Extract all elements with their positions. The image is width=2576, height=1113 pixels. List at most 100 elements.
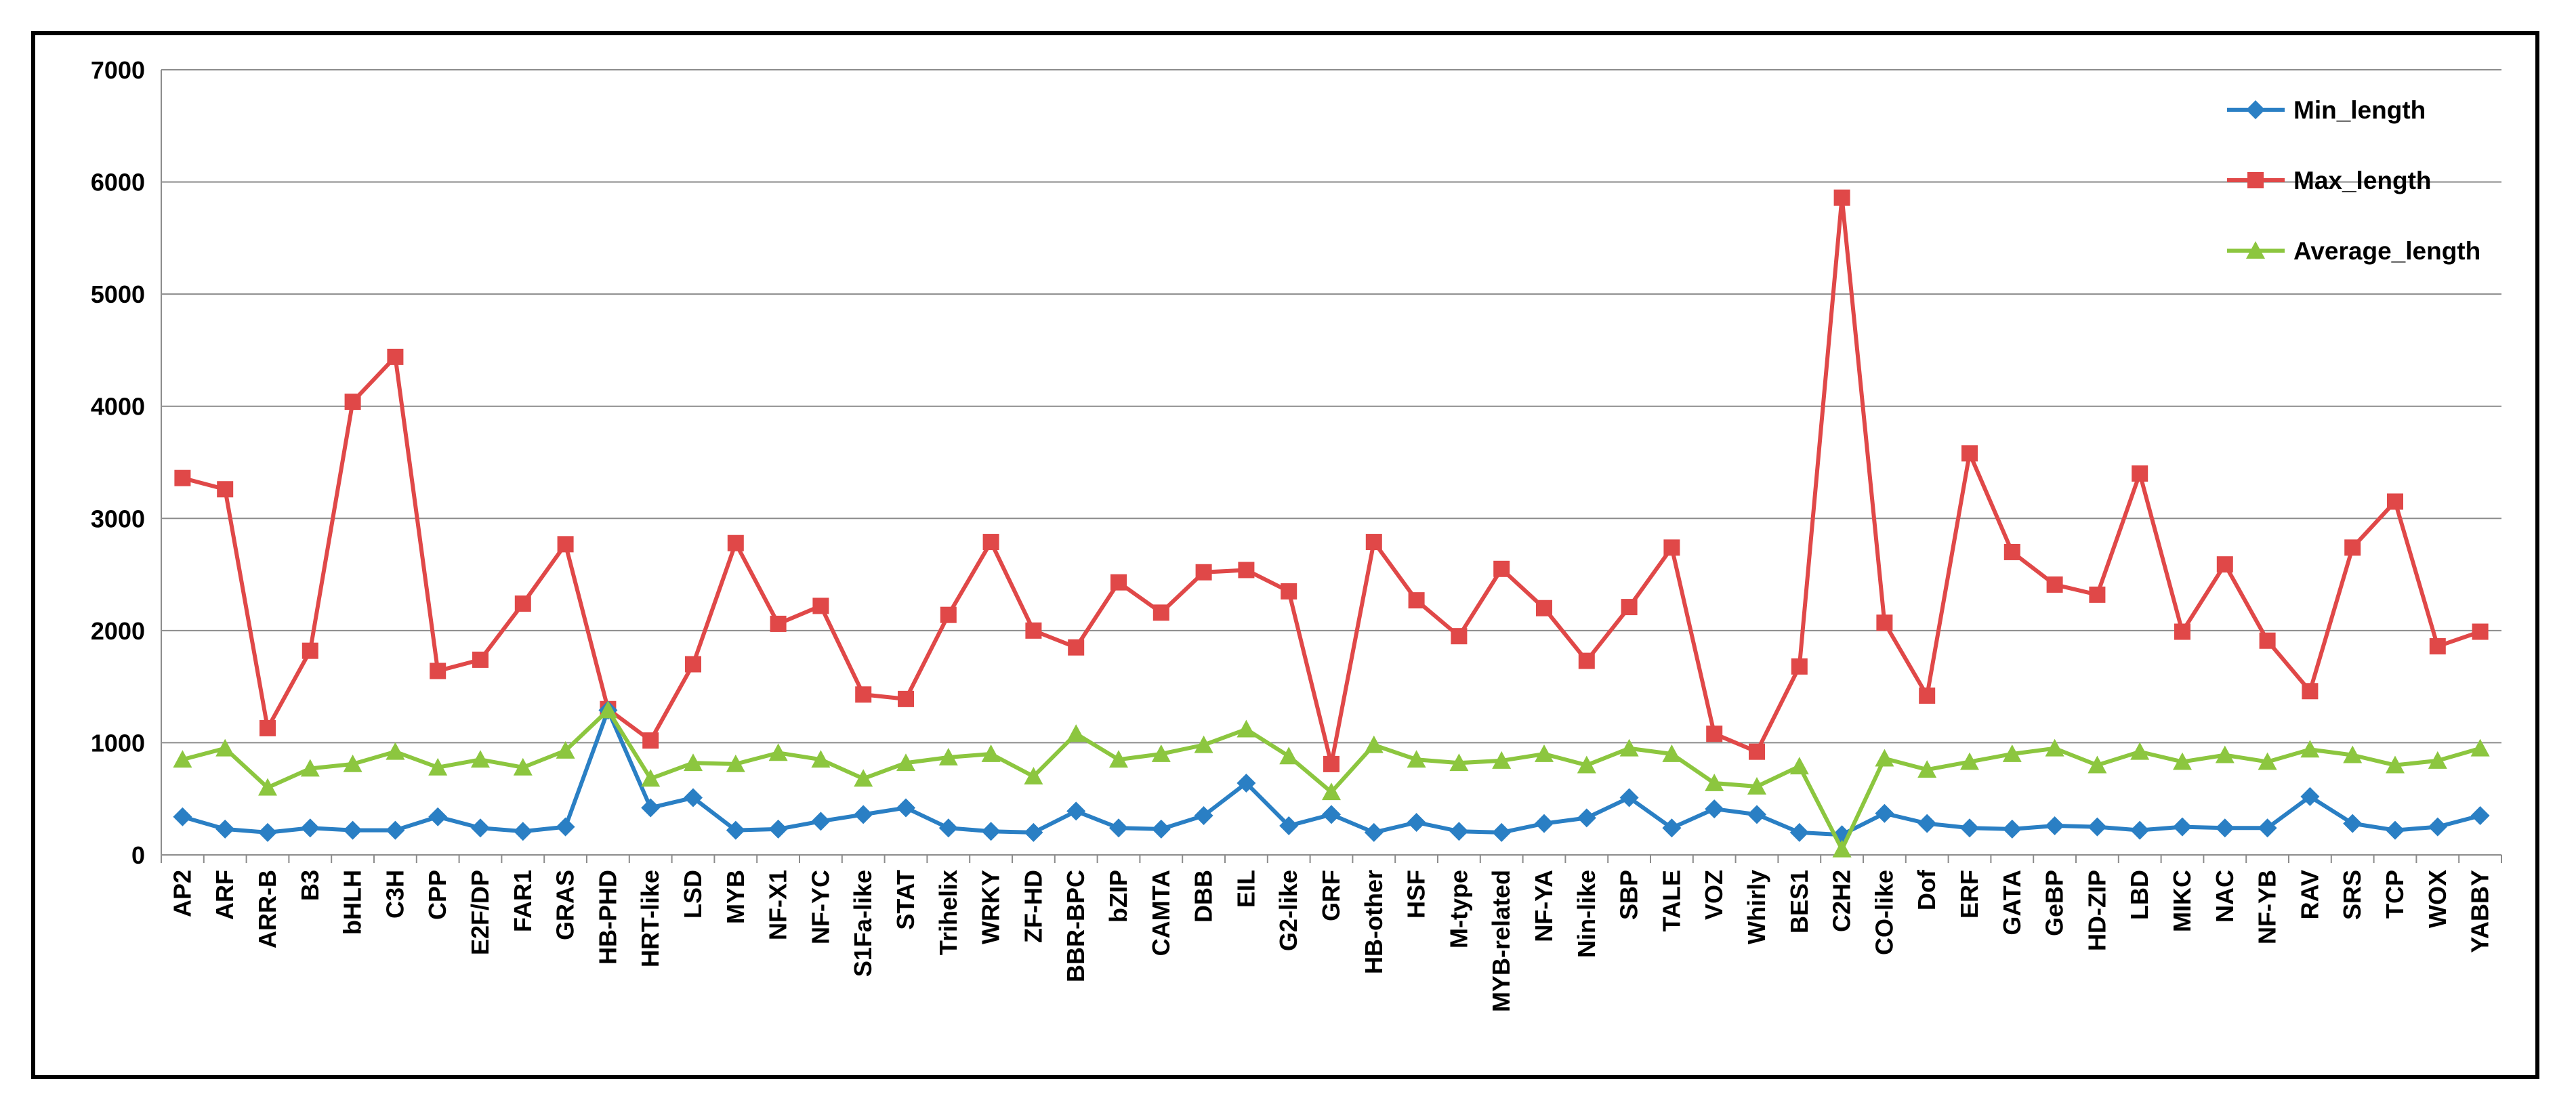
- min-length-point: [513, 822, 533, 841]
- max-length-point: [1323, 755, 1339, 772]
- x-tick-label: BES1: [1785, 870, 1813, 933]
- average-length-point: [1322, 782, 1341, 801]
- average-length-point: [2002, 744, 2022, 762]
- min-length-point: [726, 820, 745, 840]
- max-length-point: [2344, 539, 2361, 556]
- max-length-point: [2132, 465, 2148, 482]
- legend-swatch-marker: [2246, 241, 2265, 259]
- max-length-point: [1833, 189, 1850, 206]
- max-length-point: [855, 686, 872, 703]
- min-length-point: [2002, 819, 2022, 839]
- x-tick-label: DBB: [1190, 870, 1218, 923]
- axes: 0 1000 2000 3000 4000 5000 6000 7000 AP2 ARF ARR-B…: [91, 56, 2502, 1012]
- average-length-point: [2470, 738, 2490, 757]
- min-length-point: [854, 805, 873, 824]
- max-length-point: [2216, 556, 2233, 573]
- max-length-point: [1365, 534, 1382, 551]
- y-tick-label: 7000: [91, 56, 145, 84]
- min-length-point: [1237, 774, 1256, 793]
- x-tick-label: AP2: [168, 870, 196, 917]
- x-tick-label: CPP: [423, 870, 451, 920]
- max-length-point: [1152, 604, 1169, 621]
- max-length-point: [1919, 687, 1936, 704]
- x-tick-label: HRT-like: [636, 870, 664, 967]
- x-tick-label: LSD: [679, 870, 707, 919]
- max-length-point: [2472, 623, 2489, 640]
- average-length-point: [1747, 777, 1766, 795]
- average-length-point: [2173, 752, 2192, 770]
- min-length-point: [1449, 822, 1469, 841]
- y-tick-label: 4000: [91, 393, 145, 421]
- average-length-point: [215, 738, 235, 757]
- x-tick-label: GATA: [1998, 870, 2026, 936]
- max-length-point: [1578, 652, 1595, 669]
- average-length-point: [428, 757, 448, 776]
- x-tick-label: M-type: [1445, 870, 1472, 948]
- x-tick-label: YABBY: [2466, 870, 2494, 953]
- average-length-point: [1449, 753, 1469, 772]
- min-length-point: [2258, 818, 2277, 838]
- min-length-point: [1151, 819, 1171, 839]
- max-length-point: [2302, 683, 2319, 700]
- y-tick-label: 5000: [91, 280, 145, 308]
- average-length-point: [1194, 735, 1213, 753]
- y-tick-label: 3000: [91, 505, 145, 532]
- average-length-point: [2343, 745, 2363, 763]
- max-length-point: [387, 348, 404, 365]
- max-length-point: [1408, 592, 1425, 609]
- average-length-point: [726, 754, 745, 772]
- max-length-point: [174, 469, 191, 486]
- y-tick-label: 6000: [91, 169, 145, 196]
- y-tick-label: 1000: [91, 729, 145, 757]
- average-length-point: [854, 769, 873, 787]
- x-tick-label: ZF-HD: [1019, 870, 1047, 943]
- x-tick-label: G2-like: [1274, 870, 1302, 951]
- max-length-point: [302, 642, 318, 659]
- max-length-point: [1451, 628, 1468, 645]
- legend-item-max-length: Max_length: [2227, 167, 2432, 194]
- x-tick-label: LBD: [2125, 870, 2153, 920]
- min-length-point: [343, 820, 362, 840]
- max-length-point: [982, 534, 999, 551]
- min-length-point: [2215, 818, 2235, 838]
- average-length-point: [1619, 738, 1639, 757]
- average-length-point: [896, 753, 915, 772]
- max-length-point: [217, 481, 234, 498]
- max-length-point: [1493, 560, 1510, 577]
- max-length-point: [1025, 622, 1042, 639]
- average-length-point: [1151, 744, 1171, 762]
- min-length-point: [684, 788, 703, 807]
- legend-label: Average_length: [2293, 237, 2480, 265]
- average-length-point: [1492, 751, 1512, 769]
- average-length-point: [1705, 774, 1724, 791]
- x-tick-label: MYB-related: [1487, 870, 1515, 1012]
- x-tick-label: WRKY: [977, 870, 1005, 944]
- average-length-point: [1279, 747, 1299, 765]
- min-length-point: [1789, 822, 1809, 842]
- x-tick-label: HB-other: [1360, 870, 1388, 974]
- x-tick-label: CAMTA: [1147, 870, 1175, 956]
- min-length-point: [1747, 805, 1766, 824]
- average-length-point: [1960, 752, 1979, 770]
- average-length-point: [1577, 755, 1596, 774]
- average-length-point: [1066, 724, 1086, 742]
- max-length-point: [1706, 726, 1723, 742]
- legend-item-average-length: Average_length: [2227, 237, 2480, 265]
- max-length-point: [259, 719, 276, 736]
- min-length-point: [258, 822, 277, 842]
- x-tick-label: HSF: [1403, 870, 1430, 919]
- min-length-point: [1024, 822, 1043, 842]
- x-tick-label: TCP: [2381, 870, 2409, 919]
- average-length-point: [598, 700, 618, 719]
- x-tick-label: ERF: [1955, 870, 1983, 919]
- min-length-point: [981, 822, 1001, 841]
- x-tick-label: C3H: [381, 870, 409, 919]
- average-length-point: [1535, 744, 1554, 762]
- x-tick-label: SRS: [2338, 870, 2366, 920]
- max-length-point: [1238, 562, 1255, 579]
- max-length-point: [898, 690, 914, 707]
- min-length-point: [1535, 814, 1554, 833]
- line-chart: 0 1000 2000 3000 4000 5000 6000 7000 AP2 ARF ARR-B…: [91, 56, 2502, 1012]
- x-tick-label: NF-YB: [2253, 870, 2281, 944]
- max-length-point: [1281, 583, 1297, 600]
